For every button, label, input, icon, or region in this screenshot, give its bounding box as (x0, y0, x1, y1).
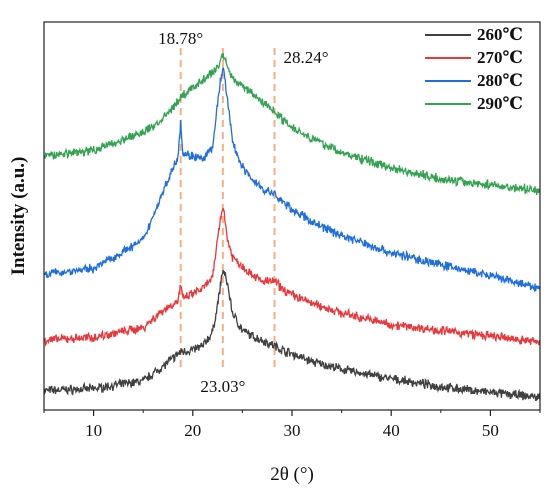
y-axis-label: Intensity (a.u.) (8, 157, 29, 276)
x-tick-label-0: 10 (85, 421, 102, 440)
x-tick-label-4: 50 (482, 421, 499, 440)
series-line-3 (43, 52, 541, 196)
legend-label-0: 260℃ (477, 25, 523, 44)
series-line-1 (43, 207, 541, 347)
x-tick-label-3: 40 (383, 421, 400, 440)
series-line-0 (43, 269, 541, 402)
annotation-label-2: 28.24° (284, 48, 329, 67)
legend-label-2: 280℃ (477, 71, 523, 90)
legend-label-1: 270℃ (477, 48, 523, 67)
annotation-label-0: 18.78° (158, 29, 203, 48)
legend-label-3: 290℃ (477, 94, 523, 113)
x-axis-label: 2θ (°) (270, 464, 314, 485)
annotations: 18.78° 23.03° 28.24° (158, 29, 328, 396)
legend: 260℃ 270℃ 280℃ 290℃ (425, 25, 523, 113)
series-line-2 (43, 67, 541, 293)
series-layer (43, 52, 541, 402)
annotation-label-1: 23.03° (200, 377, 245, 396)
x-tick-label-2: 30 (284, 421, 301, 440)
x-tick-label-1: 20 (184, 421, 201, 440)
x-axis-ticks: 10 20 30 40 50 (43, 410, 541, 440)
